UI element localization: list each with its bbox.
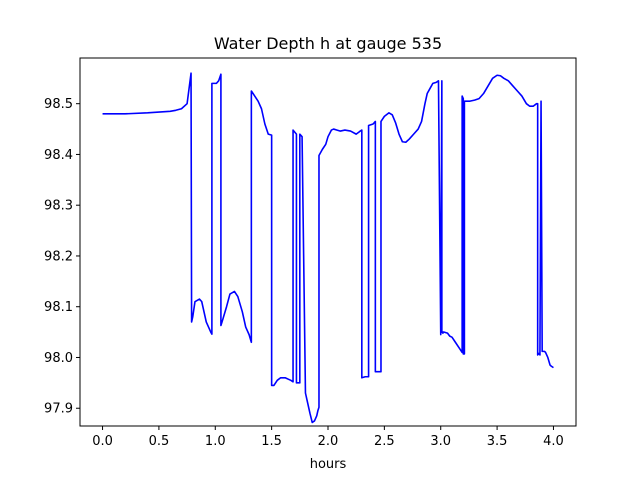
y-tick-label: 97.9 [44, 402, 73, 417]
series-layer [102, 72, 554, 424]
x-tick-label: 2.5 [374, 434, 395, 449]
x-tick-label: 0.0 [92, 434, 113, 449]
x-axis-label: hours [310, 457, 347, 472]
x-tick-label: 1.5 [261, 434, 282, 449]
y-tick-label: 98.1 [44, 300, 73, 315]
x-tick-label: 1.0 [205, 434, 226, 449]
chart-title: Water Depth h at gauge 535 [214, 34, 442, 53]
x-tick-label: 4.0 [543, 434, 564, 449]
y-tick-label: 98.3 [44, 199, 73, 214]
x-tick-label: 2.0 [318, 434, 339, 449]
x-tick-label: 3.0 [430, 434, 451, 449]
x-tick-label: 0.5 [149, 434, 170, 449]
y-tick-label: 98.4 [44, 148, 73, 163]
y-tick-label: 98.0 [44, 351, 73, 366]
y-tick-label: 98.2 [44, 249, 73, 264]
x-axis-ticks: 0.0 0.5 1.0 1.5 2.0 2.5 3.0 3.5 4.0 [92, 426, 564, 449]
x-tick-label: 3.5 [487, 434, 508, 449]
y-tick-label: 98.5 [44, 97, 73, 112]
y-axis-ticks: 97.9 98.0 98.1 98.2 98.3 98.4 98.5 [44, 97, 80, 417]
series-line-0 [102, 72, 554, 424]
plot-area [80, 58, 576, 426]
